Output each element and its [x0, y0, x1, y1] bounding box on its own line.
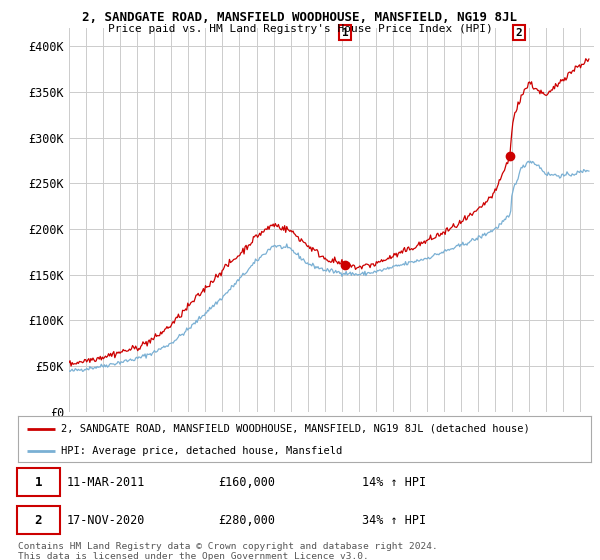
Text: 17-NOV-2020: 17-NOV-2020 [67, 514, 145, 526]
Text: 2: 2 [515, 27, 522, 38]
FancyBboxPatch shape [17, 468, 60, 496]
Text: 2: 2 [35, 514, 42, 526]
Text: HPI: Average price, detached house, Mansfield: HPI: Average price, detached house, Mans… [61, 446, 342, 455]
Text: 34% ↑ HPI: 34% ↑ HPI [362, 514, 426, 526]
Text: 11-MAR-2011: 11-MAR-2011 [67, 476, 145, 489]
Text: 2, SANDGATE ROAD, MANSFIELD WOODHOUSE, MANSFIELD, NG19 8JL (detached house): 2, SANDGATE ROAD, MANSFIELD WOODHOUSE, M… [61, 424, 530, 434]
Text: 1: 1 [342, 27, 349, 38]
Text: £280,000: £280,000 [218, 514, 275, 526]
FancyBboxPatch shape [17, 506, 60, 534]
Text: 14% ↑ HPI: 14% ↑ HPI [362, 476, 426, 489]
Text: 1: 1 [35, 476, 42, 489]
Text: Price paid vs. HM Land Registry's House Price Index (HPI): Price paid vs. HM Land Registry's House … [107, 24, 493, 34]
Text: Contains HM Land Registry data © Crown copyright and database right 2024.
This d: Contains HM Land Registry data © Crown c… [18, 542, 438, 560]
Text: £160,000: £160,000 [218, 476, 275, 489]
Text: 2, SANDGATE ROAD, MANSFIELD WOODHOUSE, MANSFIELD, NG19 8JL: 2, SANDGATE ROAD, MANSFIELD WOODHOUSE, M… [83, 11, 517, 24]
